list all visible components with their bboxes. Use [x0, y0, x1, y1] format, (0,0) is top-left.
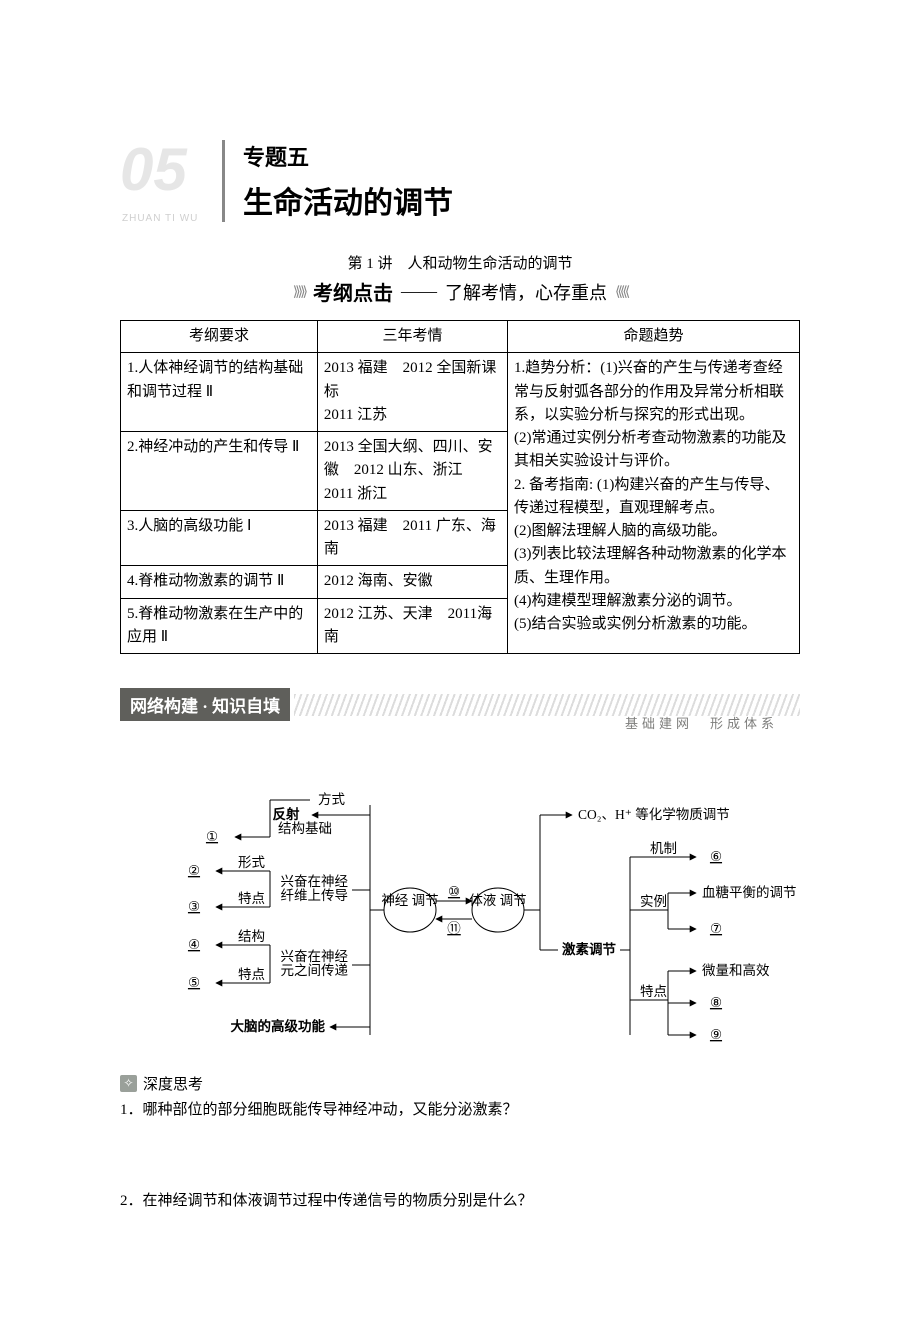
chapter-topic-label: 专题五: [243, 140, 453, 172]
section-tab: 网络构建 · 知识自填: [120, 688, 290, 721]
svg-text:特点: 特点: [238, 891, 265, 906]
th-exams: 三年考情: [317, 321, 507, 353]
table-row: 1.人体神经调节的结构基础和调节过程 Ⅱ 2013 福建 2012 全国新课标2…: [121, 353, 800, 432]
svg-text:兴奋在神经纤维上传导: 兴奋在神经纤维上传导: [281, 874, 349, 903]
chapter-pinyin: ZHUAN TI WU: [122, 213, 198, 224]
section-stripes: 基础建网 形成体系: [294, 694, 800, 716]
banner-light: 了解考情，心存重点: [445, 279, 607, 305]
node-shenjing: 神经 调节: [381, 893, 438, 908]
cell-req: 3.人脑的高级功能 Ⅰ: [121, 510, 318, 566]
svg-text:形式: 形式: [238, 855, 265, 870]
cell-req: 4.脊椎动物激素的调节 Ⅱ: [121, 566, 318, 598]
syllabus-table: 考纲要求 三年考情 命题趋势 1.人体神经调节的结构基础和调节过程 Ⅱ 2013…: [120, 320, 800, 654]
cell-req: 5.脊椎动物激素在生产中的应用 Ⅱ: [121, 598, 318, 654]
cell-trend: 1.趋势分析：(1)兴奋的产生与传递考查经常与反射弧各部分的作用及异常分析相联系…: [508, 353, 800, 654]
deep-think-header: ✧ 深度思考: [120, 1073, 800, 1094]
svg-text:⑦: ⑦: [710, 921, 722, 936]
svg-text:④: ④: [188, 937, 200, 952]
chevron-right-icon: ⟨⟨⟨⟨⟨: [615, 283, 627, 300]
svg-text:特点: 特点: [640, 984, 667, 999]
cell-req: 2.神经冲动的产生和传导 Ⅱ: [121, 432, 318, 511]
svg-text:方式: 方式: [318, 792, 345, 807]
svg-text:机制: 机制: [650, 841, 677, 856]
cell-exam: 2012 海南、安徽: [317, 566, 507, 598]
cell-exam: 2012 江苏、天津 2011海南: [317, 598, 507, 654]
svg-text:②: ②: [188, 863, 200, 878]
cell-exam: 2013 福建 2012 全国新课标2011 江苏: [317, 353, 507, 432]
svg-text:⑤: ⑤: [188, 975, 200, 990]
cell-req: 1.人体神经调节的结构基础和调节过程 Ⅱ: [121, 353, 318, 432]
th-requirement: 考纲要求: [121, 321, 318, 353]
sparkle-icon: ✧: [120, 1075, 137, 1092]
svg-text:①: ①: [206, 829, 218, 844]
svg-text:⑧: ⑧: [710, 995, 722, 1010]
svg-text:兴奋在神经元之间传递: 兴奋在神经元之间传递: [281, 949, 349, 978]
cell-exam: 2013 全国大纲、四川、安徽 2012 山东、浙江2011 浙江: [317, 432, 507, 511]
section-subtitle: 基础建网 形成体系: [625, 713, 778, 732]
th-trend: 命题趋势: [508, 321, 800, 353]
exam-banner: ⟩⟩⟩⟩⟩ 考纲点击 —— 了解考情，心存重点 ⟨⟨⟨⟨⟨: [120, 277, 800, 306]
concept-map: 神经 调节 体液 调节 ⑩ ⑪ 反射 方式 结构基础 ① 兴奋在神经纤维上传导 …: [120, 775, 800, 1055]
chapter-header: 05 ZHUAN TI WU 专题五 生命活动的调节: [120, 140, 800, 222]
svg-text:⑪: ⑪: [447, 921, 461, 936]
cell-exam: 2013 福建 2011 广东、海南: [317, 510, 507, 566]
svg-text:激素调节: 激素调节: [562, 941, 616, 957]
chevron-left-icon: ⟩⟩⟩⟩⟩: [293, 283, 305, 300]
svg-text:结构: 结构: [238, 929, 265, 944]
svg-text:⑩: ⑩: [448, 884, 460, 899]
svg-text:⑥: ⑥: [710, 849, 722, 864]
svg-text:大脑的高级功能: 大脑的高级功能: [231, 1018, 326, 1034]
table-header-row: 考纲要求 三年考情 命题趋势: [121, 321, 800, 353]
svg-text:血糖平衡的调节: 血糖平衡的调节: [702, 885, 797, 900]
svg-text:微量和高效: 微量和高效: [702, 962, 770, 978]
svg-text:结构基础: 结构基础: [278, 820, 332, 836]
svg-text:③: ③: [188, 899, 200, 914]
questions: 1．哪种部位的部分细胞既能传导神经冲动，又能分泌激素？ 2．在神经调节和体液调节…: [120, 1098, 800, 1210]
lecture-title: 第 1 讲 人和动物生命活动的调节: [120, 252, 800, 273]
deep-think-label: 深度思考: [143, 1073, 203, 1094]
node-tiye: 体液 调节: [469, 893, 526, 908]
svg-text:CO₂、H⁺ 等化学物质调节: CO₂、H⁺ 等化学物质调节: [578, 806, 730, 822]
chapter-number-text: 05: [120, 140, 210, 200]
section-bar: 网络构建 · 知识自填 基础建网 形成体系: [120, 688, 800, 721]
banner-dash: ——: [401, 281, 437, 302]
svg-text:实例: 实例: [640, 894, 667, 909]
svg-text:反射: 反射: [273, 806, 300, 822]
chapter-title-block: 专题五 生命活动的调节: [222, 140, 453, 222]
svg-text:⑨: ⑨: [710, 1027, 722, 1042]
question-1: 1．哪种部位的部分细胞既能传导神经冲动，又能分泌激素？: [120, 1098, 800, 1119]
svg-text:特点: 特点: [238, 967, 265, 982]
chapter-number: 05 ZHUAN TI WU: [120, 140, 210, 220]
question-2: 2．在神经调节和体液调节过程中传递信号的物质分别是什么？: [120, 1189, 800, 1210]
chapter-title: 生命活动的调节: [243, 178, 453, 222]
banner-bold: 考纲点击: [313, 277, 393, 306]
